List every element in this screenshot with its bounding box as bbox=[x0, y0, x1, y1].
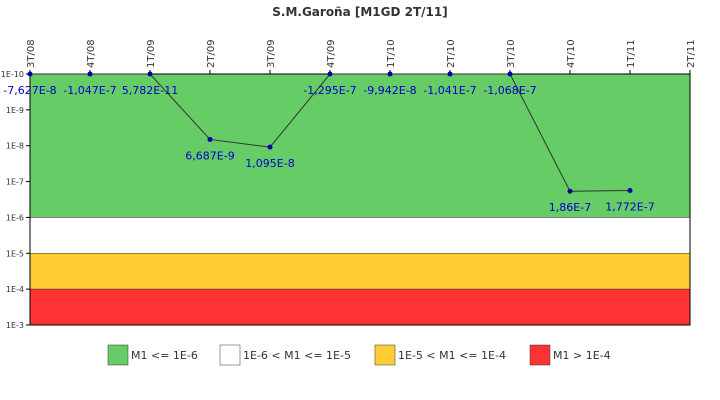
x-tick-label: 3T/08 bbox=[26, 39, 37, 68]
point bbox=[507, 71, 513, 77]
y-tick-label: 1E-3 bbox=[6, 321, 24, 330]
x-tick-label: 4T/08 bbox=[86, 39, 97, 68]
y-tick-label: 1E-7 bbox=[6, 178, 24, 187]
point bbox=[147, 71, 153, 77]
value-label: 6,687E-9 bbox=[185, 149, 234, 162]
value-label: 5,782E-11 bbox=[122, 84, 178, 97]
point bbox=[627, 187, 633, 193]
band bbox=[29, 73, 691, 218]
point bbox=[447, 71, 453, 77]
point bbox=[327, 71, 333, 77]
band bbox=[29, 217, 691, 254]
value-label: -1,068E-7 bbox=[483, 84, 536, 97]
point bbox=[87, 71, 93, 77]
y-tick-label: 1E-6 bbox=[6, 213, 24, 222]
x-tick-label: 1T/10 bbox=[386, 39, 397, 68]
x-tick-label: 2T/10 bbox=[446, 39, 457, 68]
y-tick-label: 1E-10 bbox=[1, 70, 24, 79]
legend-swatch bbox=[529, 344, 551, 366]
value-label: -1,047E-7 bbox=[63, 84, 116, 97]
point bbox=[27, 71, 33, 77]
x-tick-label: 4T/09 bbox=[326, 39, 337, 68]
legend-swatch bbox=[107, 344, 129, 366]
x-tick-label: 3T/10 bbox=[506, 39, 517, 68]
y-tick-label: 1E-4 bbox=[6, 285, 24, 294]
y-tick-label: 1E-8 bbox=[6, 142, 24, 151]
legend-label: 1E-5 < M1 <= 1E-4 bbox=[398, 349, 506, 362]
x-tick-label: 4T/10 bbox=[566, 39, 577, 68]
x-tick-label: 2T/09 bbox=[206, 39, 217, 68]
point bbox=[207, 136, 213, 142]
legend-swatch bbox=[374, 344, 396, 366]
value-label: -7,627E-8 bbox=[3, 84, 56, 97]
point bbox=[267, 144, 273, 150]
legend-label: M1 > 1E-4 bbox=[553, 349, 611, 362]
value-label: -1,295E-7 bbox=[303, 84, 356, 97]
x-tick-label: 1T/11 bbox=[626, 39, 637, 68]
x-tick-label: 1T/09 bbox=[146, 39, 157, 68]
value-label: 1,772E-7 bbox=[605, 200, 654, 213]
value-label: 1,86E-7 bbox=[549, 201, 591, 214]
value-label: 1,095E-8 bbox=[245, 157, 294, 170]
legend-label: 1E-6 < M1 <= 1E-5 bbox=[243, 349, 351, 362]
band bbox=[29, 288, 691, 326]
legend-swatch bbox=[219, 344, 241, 366]
legend-label: M1 <= 1E-6 bbox=[131, 349, 198, 362]
y-tick-label: 1E-5 bbox=[6, 249, 24, 258]
chart-title: S.M.Garoña [M1GD 2T/11] bbox=[272, 5, 448, 19]
x-tick-label: 2T/11 bbox=[686, 39, 697, 68]
x-tick-label: 3T/09 bbox=[266, 39, 277, 68]
band bbox=[29, 253, 691, 290]
point bbox=[567, 188, 573, 194]
y-tick-label: 1E-9 bbox=[6, 106, 24, 115]
point bbox=[387, 71, 393, 77]
value-label: -1,041E-7 bbox=[423, 84, 476, 97]
value-label: -9,942E-8 bbox=[363, 84, 416, 97]
